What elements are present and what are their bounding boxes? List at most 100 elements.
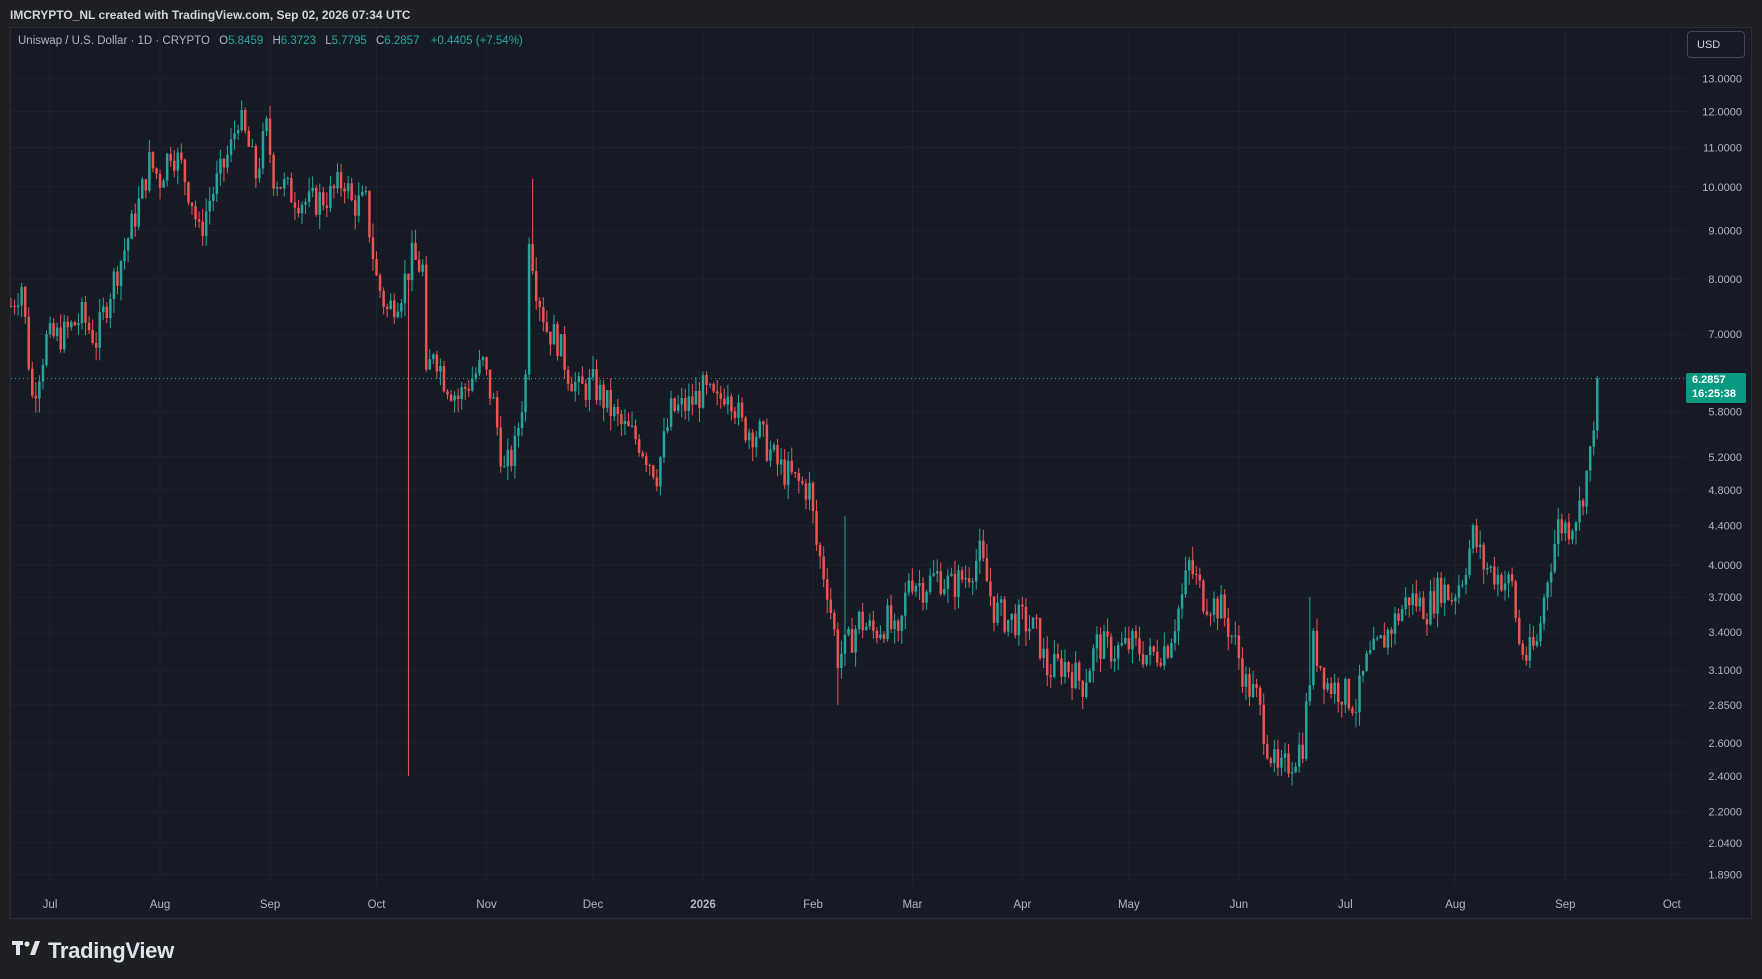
y-tick-label: 11.0000 (1703, 143, 1742, 155)
candle-body (478, 359, 481, 374)
candle-body (116, 271, 119, 286)
candle-body (112, 271, 116, 299)
candle-body (605, 390, 609, 408)
candle-body (595, 368, 598, 401)
chart-frame[interactable] (10, 27, 1752, 919)
candle-body (226, 154, 229, 168)
candle-body (1358, 675, 1361, 713)
candle-body (652, 465, 655, 478)
candle-body (1574, 522, 1578, 531)
y-tick-label: 8.0000 (1708, 274, 1742, 286)
candle-body (1386, 629, 1390, 648)
candle-body (1053, 653, 1056, 677)
candle-body (833, 613, 836, 630)
candle-body (620, 414, 623, 425)
candle-body (194, 205, 197, 220)
candle-body (1546, 582, 1549, 598)
candle-body (1464, 574, 1468, 585)
candle-body (932, 573, 935, 576)
candle-body (715, 391, 719, 394)
candle-body (1152, 646, 1155, 652)
x-tick-label: Jul (1338, 899, 1353, 911)
candle-body (825, 579, 829, 600)
candle-body (1195, 574, 1198, 576)
candle-body (300, 204, 304, 214)
candle-body (574, 382, 577, 392)
candle-body (45, 334, 48, 365)
candle-body (1255, 684, 1258, 688)
brand-name[interactable]: TradingView (48, 938, 174, 963)
candle-body (204, 211, 208, 236)
candle-body (1322, 667, 1326, 690)
candle-body (1415, 593, 1418, 607)
candle-body (808, 482, 811, 500)
candle-body (1393, 613, 1397, 634)
candle-body (549, 331, 552, 345)
candle-body (13, 305, 16, 308)
candle-body (180, 152, 183, 160)
candle-body (1283, 753, 1287, 758)
candle-body (27, 316, 30, 369)
candle-body (556, 324, 559, 357)
candle-body (588, 377, 591, 400)
open-label: O (219, 35, 229, 47)
candle-body (1237, 635, 1241, 659)
y-tick-label: 2.0400 (1708, 838, 1742, 850)
candle-body (857, 611, 861, 630)
candle-body (350, 183, 353, 201)
candle-body (1031, 617, 1035, 629)
candle-body (1266, 744, 1269, 759)
candle-body (485, 357, 488, 370)
currency-button[interactable]: USD (1687, 31, 1745, 58)
candle-body (265, 118, 268, 132)
last-price-value: 6.2857 (1692, 374, 1726, 386)
symbol-name[interactable]: Uniswap / U.S. Dollar · 1D · CRYPTO (18, 35, 210, 47)
candle-body (346, 183, 350, 192)
candle-body (1244, 673, 1248, 687)
candle-body (786, 460, 790, 485)
candle-body (389, 300, 392, 309)
candle-body (94, 342, 98, 348)
candle-body (1567, 522, 1571, 540)
y-tick-label: 3.1000 (1708, 665, 1742, 677)
candle-body (1503, 583, 1507, 591)
candle-body (1138, 638, 1141, 654)
candle-body (769, 449, 772, 461)
candle-body (1588, 446, 1592, 471)
candle-body (953, 573, 957, 597)
candle-body (1354, 712, 1358, 714)
candle-body (1439, 577, 1443, 603)
candle-body (733, 411, 737, 418)
candle-body (105, 306, 109, 319)
candle-body (55, 327, 59, 337)
candle-body (169, 153, 172, 161)
candle-body (467, 388, 471, 391)
candle-body (1557, 519, 1560, 544)
candle-body (23, 287, 27, 317)
candle-body (623, 420, 627, 425)
candle-body (1180, 594, 1184, 609)
candle-body (1276, 749, 1280, 768)
candle-body (517, 427, 520, 436)
candle-body (318, 192, 321, 215)
candle-body (1124, 638, 1127, 643)
candle-body (463, 387, 467, 389)
candle-body (534, 271, 538, 301)
open-value: 5.8459 (228, 35, 264, 47)
candle-body (900, 615, 903, 631)
candle-body (1553, 543, 1556, 572)
candle-body (403, 273, 407, 304)
y-tick-label: 4.8000 (1708, 485, 1742, 497)
x-tick-label: Jun (1230, 899, 1249, 911)
low-value: 5.7795 (331, 35, 367, 47)
candle-body (921, 583, 925, 603)
candle-body (524, 374, 527, 413)
symbol-legend: Uniswap / U.S. Dollar · 1D · CRYPTO O5.8… (18, 35, 523, 47)
candle-body (1482, 544, 1485, 570)
candle-body (925, 591, 928, 603)
candle-body (453, 395, 456, 401)
candle-body (506, 449, 510, 467)
candle-body (41, 364, 45, 382)
candle-body (779, 459, 783, 465)
